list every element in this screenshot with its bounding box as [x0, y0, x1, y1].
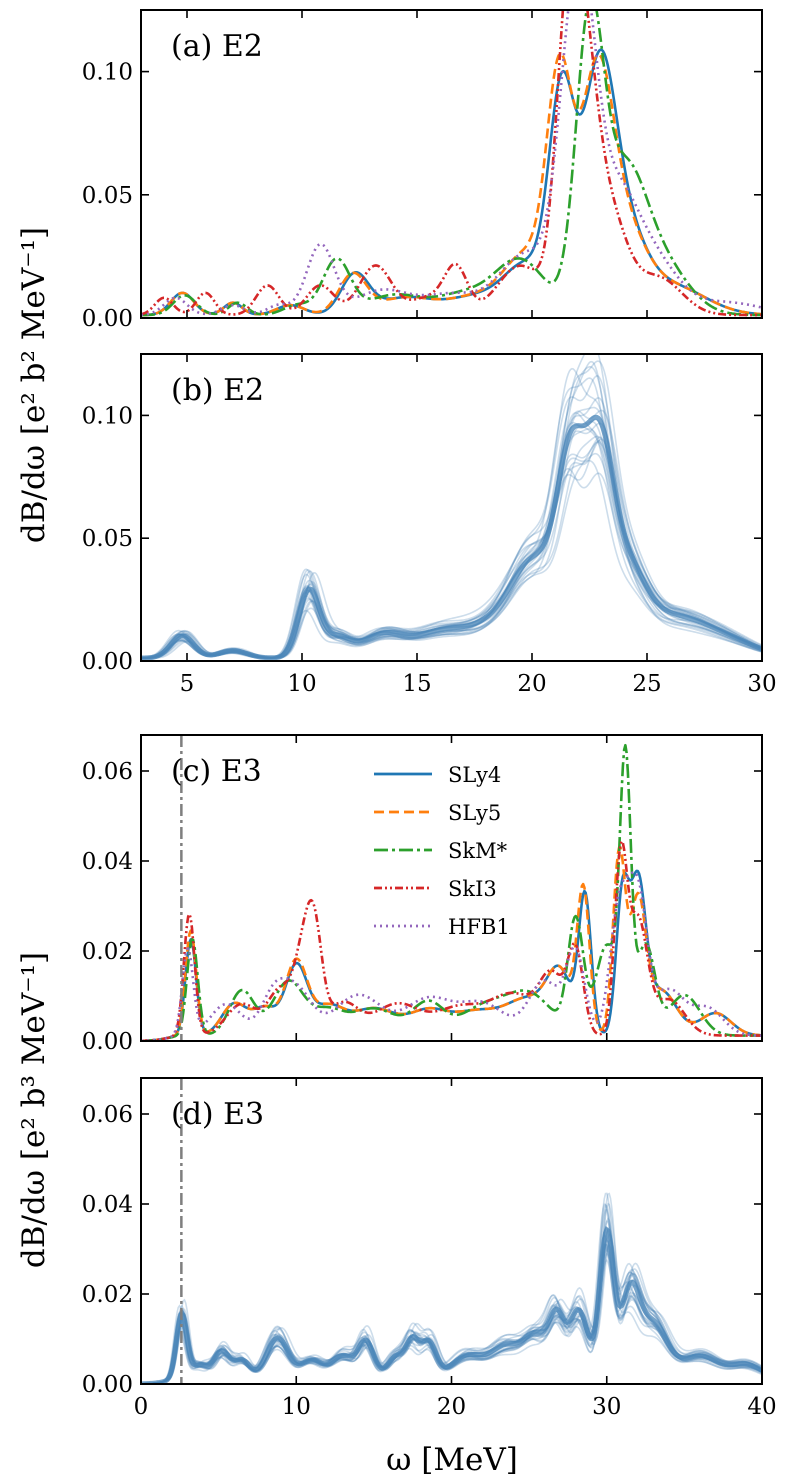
legend-label-ski3: SkI3 — [448, 877, 497, 901]
x-tick-label-d: 40 — [747, 1394, 776, 1420]
series-hfb1-a — [141, 10, 762, 317]
axes-frame-a — [140, 9, 763, 319]
y-tick-label-d: 0.00 — [82, 1372, 133, 1398]
legend: SLy4 SLy5 SkM* SkI3 HFB1 — [374, 763, 510, 939]
x-tick-label-d: 10 — [282, 1394, 311, 1420]
legend-label-skmstar: SkM* — [448, 839, 508, 863]
panel-d: 0 10 20 30 40 0.00 0.02 0.04 0.06 (d) E3 — [82, 1077, 777, 1420]
series-sly4-a — [141, 48, 762, 317]
plot-area-b — [141, 354, 762, 661]
x-tick-label-b: 15 — [402, 671, 431, 697]
y-tick-label-d: 0.06 — [82, 1102, 133, 1128]
y-axis-label-top: dB/dω [e² b² MeV⁻¹] — [16, 227, 52, 543]
series-sly5-c — [141, 846, 762, 1041]
panel-label-b: (b) E2 — [171, 373, 264, 408]
y-tick-label-c: 0.00 — [82, 1029, 133, 1055]
plot-area-d — [141, 1078, 762, 1384]
y-tick-label-d: 0.04 — [82, 1192, 133, 1218]
y-tick-label-b: 0.10 — [82, 403, 133, 429]
panel-label-d: (d) E3 — [171, 1097, 264, 1132]
y-tick-label-a: 0.00 — [82, 306, 133, 332]
series-ski3-c — [141, 839, 762, 1041]
y-tick-label-d: 0.02 — [82, 1282, 133, 1308]
x-tick-label-d: 30 — [592, 1394, 621, 1420]
ensemble-mean-d — [141, 1225, 762, 1384]
x-tick-label-d: 20 — [437, 1394, 466, 1420]
axes-frame-b — [140, 353, 763, 662]
legend-label-sly5: SLy5 — [448, 801, 501, 825]
y-tick-label-b: 0.00 — [82, 649, 133, 675]
y-tick-label-c: 0.02 — [82, 939, 133, 965]
x-tick-label-d: 0 — [134, 1394, 149, 1420]
plot-area-a — [141, 10, 762, 317]
panel-a: 0.00 0.05 0.10 (a) E2 — [82, 9, 763, 332]
x-tick-label-b: 10 — [287, 671, 316, 697]
ensemble-curve-d-4 — [141, 1252, 762, 1384]
panel-label-c: (c) E3 — [171, 754, 262, 789]
legend-label-hfb1: HFB1 — [448, 915, 510, 939]
series-ski3-a — [141, 10, 762, 317]
y-tick-label-b: 0.05 — [82, 526, 133, 552]
x-tick-label-b: 25 — [632, 671, 661, 697]
x-tick-label-b: 5 — [180, 671, 195, 697]
panel-b: 5 10 15 20 25 30 0.00 0.05 0.10 (b) E2 — [82, 353, 777, 697]
y-tick-label-c: 0.04 — [82, 849, 133, 875]
y-tick-label-a: 0.05 — [82, 183, 133, 209]
ensemble-mean-b — [141, 414, 762, 661]
panel-label-a: (a) E2 — [171, 29, 263, 64]
x-tick-label-b: 30 — [747, 671, 776, 697]
y-tick-label-a: 0.10 — [82, 60, 133, 86]
y-axis-label-bottom: dB/dω [e² b³ MeV⁻¹] — [16, 952, 52, 1268]
legend-label-sly4: SLy4 — [448, 763, 501, 787]
series-sly5-a — [141, 52, 762, 317]
series-hfb1-c — [141, 870, 762, 1041]
series-skmstar-a — [141, 10, 762, 317]
panel-c: 0.00 0.02 0.04 0.06 (c) E3 — [82, 734, 763, 1055]
y-tick-label-c: 0.06 — [82, 759, 133, 785]
series-skmstar-c — [141, 743, 762, 1041]
x-tick-label-b: 20 — [517, 671, 546, 697]
x-axis-label: ω [MeV] — [386, 1442, 518, 1478]
plot-area-c — [141, 735, 762, 1041]
